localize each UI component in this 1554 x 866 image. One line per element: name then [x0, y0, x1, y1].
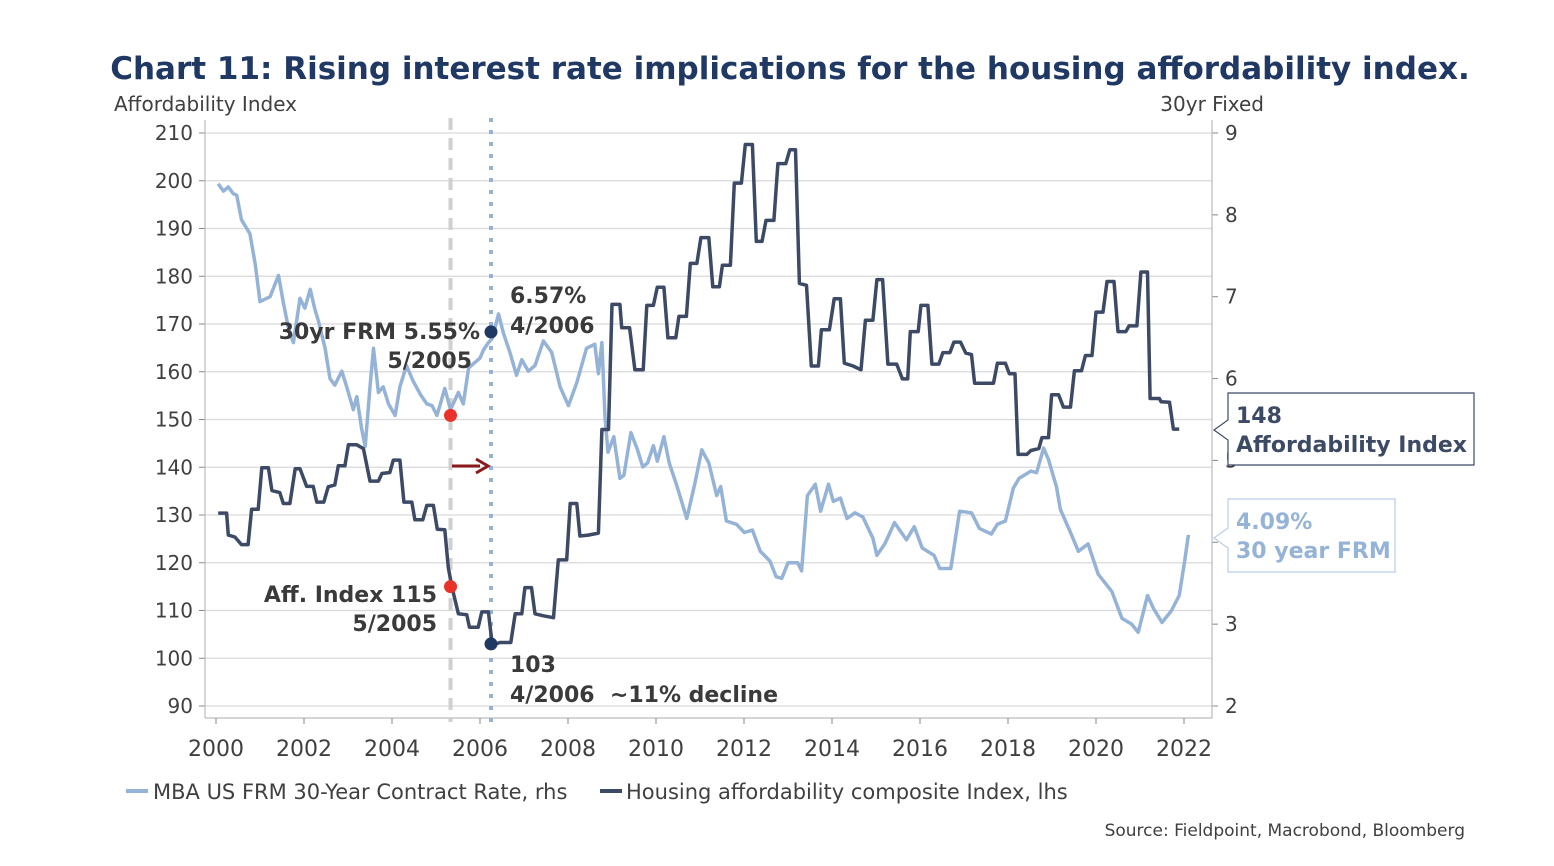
marker-point-2 [484, 325, 498, 339]
x-tick-label: 2010 [628, 737, 684, 762]
annotation-frm-2006-date: 4/2006 [510, 314, 595, 339]
x-tick-label: 2002 [276, 737, 332, 762]
right-tick-label: 6 [1225, 367, 1238, 391]
left-tick-label: 200 [155, 169, 193, 193]
x-tick-label: 2004 [364, 737, 420, 762]
marker-point-1 [444, 580, 458, 594]
chart-title: Chart 11: Rising interest rate implicati… [110, 51, 1470, 87]
x-tick-label: 2006 [452, 737, 508, 762]
series-lines [216, 142, 1191, 648]
series-line-affordability-index [218, 142, 1180, 648]
annotation-index-2005-date: 5/2005 [352, 612, 437, 637]
left-axis-label: Affordability Index [114, 92, 297, 116]
callout-index-label: Affordability Index [1236, 433, 1467, 458]
marker-point-0 [444, 408, 458, 422]
x-tick-label: 2022 [1156, 737, 1212, 762]
left-tick-label: 210 [155, 121, 193, 145]
left-tick-label: 150 [155, 408, 193, 432]
left-tick-label: 100 [155, 646, 193, 670]
left-tick-label: 110 [155, 599, 193, 623]
annotation-index-2005: Aff. Index 115 [264, 583, 437, 608]
callout-index-value: 148 [1236, 404, 1282, 429]
x-tick-label: 2008 [540, 737, 596, 762]
axes: 90 100 110 120 130 140 150 160 170 180 190 200 210 2 3… [155, 120, 1238, 762]
x-tick-label: 2014 [804, 737, 860, 762]
annotation-frm-2006: 6.57% [510, 284, 586, 309]
left-tick-label: 170 [155, 312, 193, 336]
left-tick-label: 180 [155, 264, 193, 288]
left-tick-label: 160 [155, 360, 193, 384]
right-tick-label: 8 [1225, 203, 1238, 227]
series-line-30yr-frm [216, 182, 1191, 635]
source-note: Source: Fieldpoint, Macrobond, Bloomberg [1105, 821, 1465, 841]
left-tick-label: 130 [155, 503, 193, 527]
callout-frm-label: 30 year FRM [1236, 539, 1391, 564]
x-tick-label: 2016 [892, 737, 948, 762]
callout-30yr-frm: 4.09% 30 year FRM [1212, 498, 1396, 573]
x-tick-label: 2012 [716, 737, 772, 762]
legend: MBA US FRM 30-Year Contract Rate, rhs Ho… [126, 780, 1068, 804]
x-tick-label: 2000 [188, 737, 244, 762]
annotation-index-2006: 103 [510, 653, 556, 678]
right-tick-label: 2 [1225, 694, 1238, 718]
markers [444, 325, 498, 651]
x-tick-label: 2018 [980, 737, 1036, 762]
legend-label-index: Housing affordability composite Index, l… [626, 780, 1068, 804]
left-tick-label: 90 [168, 694, 193, 718]
legend-label-frm: MBA US FRM 30-Year Contract Rate, rhs [153, 780, 567, 804]
right-axis-label: 30yr Fixed [1160, 92, 1264, 116]
right-tick-label: 3 [1225, 612, 1238, 636]
annotation-index-2006-date: 4/2006 ~11% decline [510, 683, 778, 708]
annotation-frm-2005-date: 5/2005 [387, 349, 472, 374]
annotation-frm-2005: 30yr FRM 5.55% [279, 320, 480, 345]
x-tick-label: 2020 [1068, 737, 1124, 762]
callout-frm-value: 4.09% [1236, 510, 1312, 535]
left-tick-label: 190 [155, 217, 193, 241]
left-tick-label: 140 [155, 455, 193, 479]
marker-point-3 [484, 637, 498, 651]
right-tick-label: 7 [1225, 285, 1238, 309]
right-tick-label: 9 [1225, 121, 1238, 145]
callout-affordability-index: 148 Affordability Index [1212, 392, 1475, 466]
shift-arrow-icon [475, 457, 491, 475]
left-tick-label: 120 [155, 551, 193, 575]
